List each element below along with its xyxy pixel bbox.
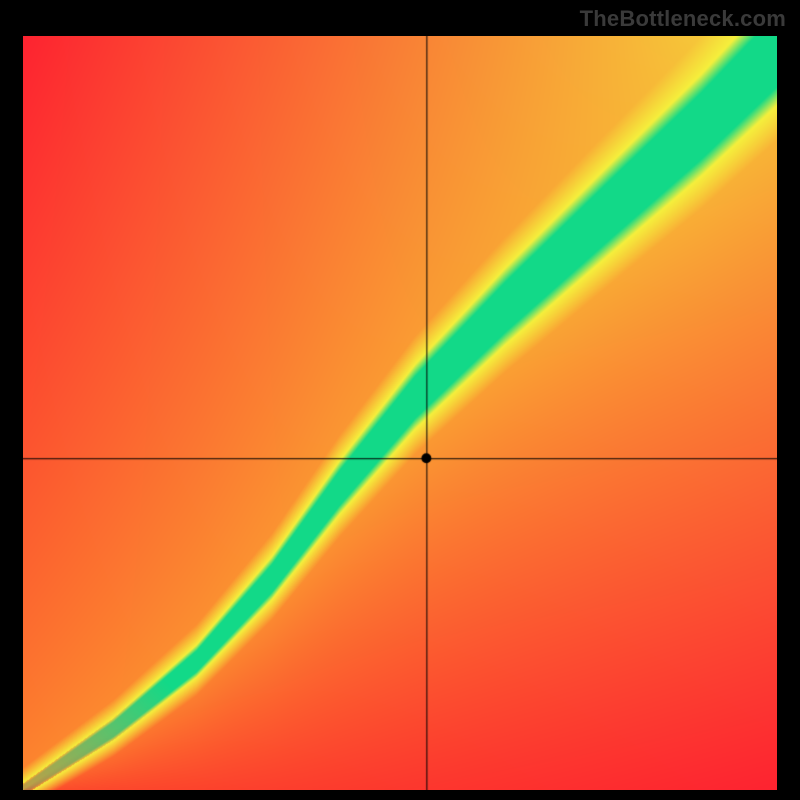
bottleneck-heatmap [23, 36, 777, 790]
watermark-text: TheBottleneck.com [580, 6, 786, 32]
chart-container: TheBottleneck.com [0, 0, 800, 800]
